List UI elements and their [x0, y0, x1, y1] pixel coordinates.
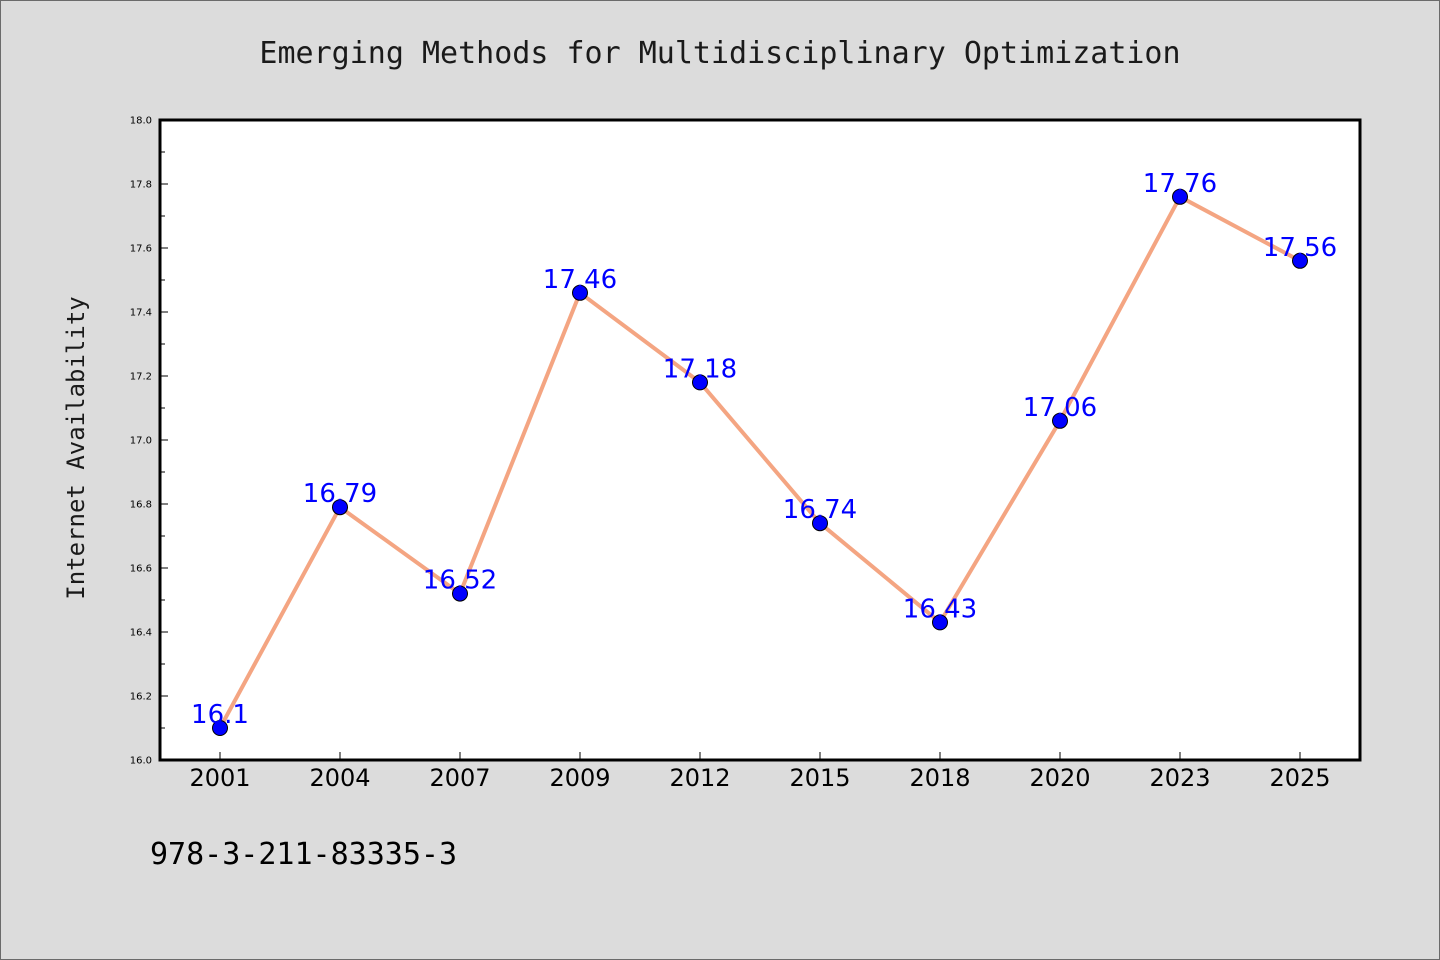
data-labels-group: 16.1 16.79 16.52 17.46 17.18 16.74 16.43 17.06 1… — [191, 169, 1337, 730]
chart-title: Emerging Methods for Multidisciplinary O… — [259, 36, 1180, 71]
y-tick-label: 17.4 — [130, 308, 152, 319]
x-axis: 2001 2004 2007 2009 2012 2015 2018 2020 2023 2025 — [189, 752, 1331, 792]
x-tick-label: 2023 — [1149, 764, 1210, 792]
isbn-text: 978-3-211-83335-3 — [150, 837, 457, 872]
y-tick-label: 16.0 — [130, 756, 152, 767]
data-point — [812, 515, 828, 532]
series-group — [212, 188, 1308, 736]
x-tick-label: 2012 — [669, 764, 730, 792]
data-label: 16.52 — [423, 566, 497, 596]
data-point — [1292, 252, 1308, 269]
y-tick-label: 16.2 — [130, 692, 152, 703]
x-tick-label: 2007 — [429, 764, 490, 792]
y-tick-label: 16.4 — [130, 628, 152, 639]
y-tick-label: 17.0 — [130, 436, 152, 447]
x-tick-label: 2015 — [789, 764, 850, 792]
plot-area — [158, 118, 1362, 762]
data-label: 17.46 — [543, 265, 617, 295]
data-point — [452, 585, 468, 602]
data-point — [692, 374, 708, 391]
x-tick-label: 2001 — [189, 764, 250, 792]
y-tick-label: 16.8 — [130, 500, 152, 511]
y-tick-label: 17.2 — [130, 372, 152, 383]
x-tick-label: 2020 — [1029, 764, 1090, 792]
y-tick-label: 18.0 — [130, 116, 152, 127]
y-tick-label: 17.6 — [130, 244, 152, 255]
y-axis-label: Internet Availability — [62, 296, 90, 599]
x-tick-label: 2009 — [549, 764, 610, 792]
data-point — [332, 499, 348, 516]
data-label: 17.06 — [1023, 393, 1097, 423]
data-point — [1172, 188, 1188, 205]
x-tick-label: 2004 — [309, 764, 370, 792]
data-label: 16.43 — [903, 594, 977, 624]
series-line — [218, 194, 1302, 730]
y-tick-label: 16.6 — [130, 564, 152, 575]
data-point — [1052, 412, 1068, 429]
data-point — [212, 720, 228, 736]
data-label: 16.74 — [783, 495, 857, 525]
data-label: 17.18 — [663, 354, 737, 384]
data-point — [572, 284, 588, 301]
data-point — [932, 614, 948, 631]
data-label: 17.76 — [1143, 169, 1217, 199]
data-label: 16.1 — [191, 700, 249, 730]
x-tick-label: 2025 — [1269, 764, 1330, 792]
data-label: 16.79 — [303, 479, 377, 509]
x-tick-label: 2018 — [909, 764, 970, 792]
y-axis: 16.0 16.2 16.4 16.6 16.8 17.0 17.2 17.4 17.6 17.8… — [130, 116, 168, 767]
y-tick-label: 17.8 — [130, 180, 152, 191]
data-label: 17.56 — [1263, 233, 1337, 263]
